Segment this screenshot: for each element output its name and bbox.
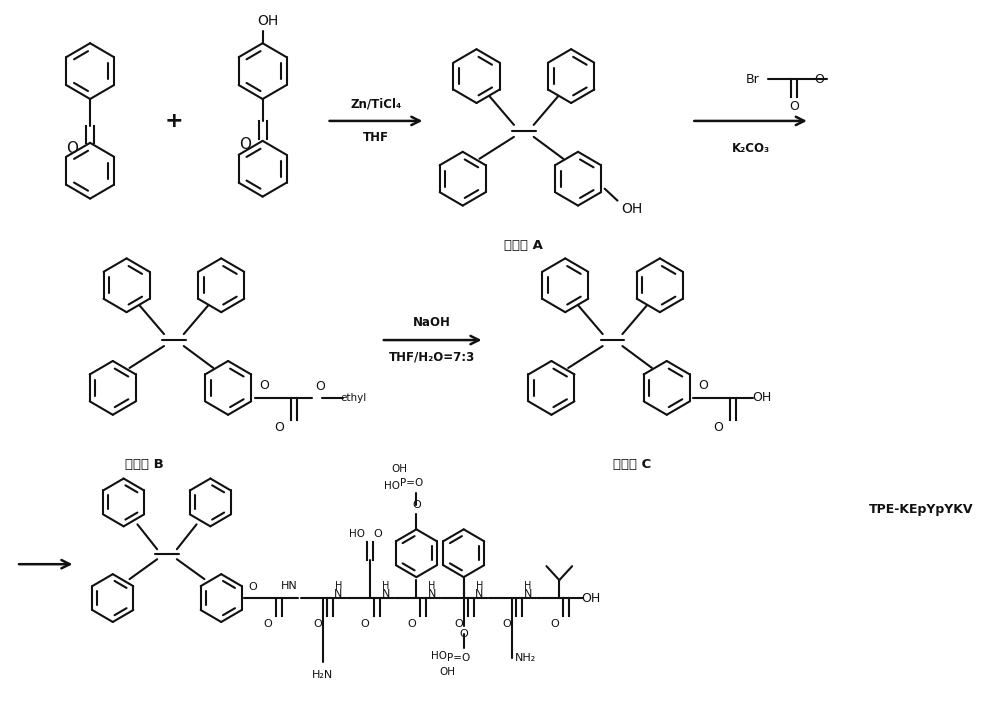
Text: O: O xyxy=(239,137,251,152)
Text: HO: HO xyxy=(431,651,447,661)
Text: 化合物 B: 化合物 B xyxy=(125,458,164,471)
Text: N: N xyxy=(428,589,436,599)
Text: H: H xyxy=(382,581,390,591)
Text: O: O xyxy=(459,629,468,639)
Text: O: O xyxy=(454,619,463,629)
Text: O: O xyxy=(789,101,799,114)
Text: P=O: P=O xyxy=(400,478,423,488)
Text: N: N xyxy=(382,589,390,599)
Text: OH: OH xyxy=(753,391,772,405)
Text: 化合物 A: 化合物 A xyxy=(504,239,543,252)
Text: O: O xyxy=(374,529,382,539)
Text: N: N xyxy=(475,589,484,599)
Text: N: N xyxy=(334,589,343,599)
Text: HN: HN xyxy=(281,581,298,591)
Text: OH: OH xyxy=(622,202,643,216)
Text: O: O xyxy=(550,619,559,629)
Text: THF/H₂O=7:3: THF/H₂O=7:3 xyxy=(389,350,475,363)
Text: O: O xyxy=(263,619,272,629)
Text: O: O xyxy=(412,500,421,511)
Text: OH: OH xyxy=(257,14,278,29)
Text: O: O xyxy=(407,619,416,629)
Text: H₂N: H₂N xyxy=(312,670,333,680)
Text: O: O xyxy=(815,73,824,86)
Text: N: N xyxy=(524,589,532,599)
Text: OH: OH xyxy=(581,591,600,605)
Text: OH: OH xyxy=(439,667,455,677)
Text: K₂CO₃: K₂CO₃ xyxy=(731,142,770,155)
Text: O: O xyxy=(315,380,325,393)
Text: O: O xyxy=(313,619,322,629)
Text: O: O xyxy=(66,142,78,157)
Text: O: O xyxy=(260,380,270,393)
Text: O: O xyxy=(361,619,369,629)
Text: O: O xyxy=(698,380,708,393)
Text: H: H xyxy=(428,581,436,591)
Text: +: + xyxy=(165,111,183,131)
Text: O: O xyxy=(248,582,257,592)
Text: O: O xyxy=(274,421,284,434)
Text: ethyl: ethyl xyxy=(340,393,366,403)
Text: O: O xyxy=(713,421,723,434)
Text: O: O xyxy=(503,619,511,629)
Text: Zn/TiCl₄: Zn/TiCl₄ xyxy=(350,97,402,111)
Text: TPE-KEpYpYKV: TPE-KEpYpYKV xyxy=(869,503,973,516)
Text: THF: THF xyxy=(363,132,389,144)
Text: H: H xyxy=(335,581,342,591)
Text: NaOH: NaOH xyxy=(413,315,451,329)
Text: Br: Br xyxy=(746,73,759,86)
Text: H: H xyxy=(524,581,531,591)
Text: OH: OH xyxy=(392,463,408,473)
Text: HO: HO xyxy=(349,529,365,539)
Text: HO: HO xyxy=(384,480,400,490)
Text: P=O: P=O xyxy=(447,653,470,663)
Text: H: H xyxy=(476,581,483,591)
Text: 化合物 C: 化合物 C xyxy=(613,458,651,471)
Text: NH₂: NH₂ xyxy=(515,653,536,663)
